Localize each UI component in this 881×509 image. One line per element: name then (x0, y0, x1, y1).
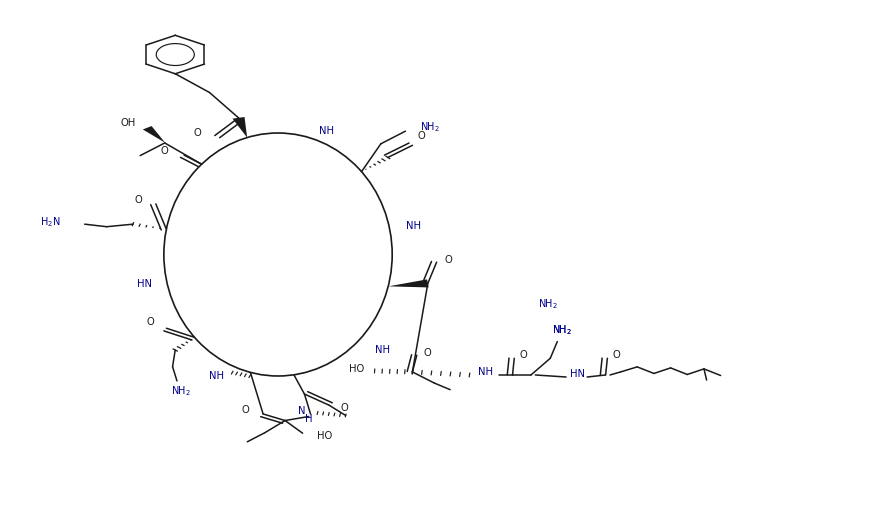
Text: HO: HO (350, 364, 365, 374)
Text: O: O (193, 128, 201, 138)
Text: NH$_2$: NH$_2$ (537, 297, 558, 310)
Text: N: N (298, 406, 306, 416)
Text: O: O (418, 131, 426, 141)
Text: H$_2$N: H$_2$N (40, 215, 60, 229)
Text: O: O (135, 195, 142, 205)
Polygon shape (143, 126, 166, 143)
Text: O: O (341, 403, 349, 413)
Text: NH$_2$: NH$_2$ (552, 324, 572, 337)
Text: O: O (161, 146, 168, 156)
Text: OH: OH (120, 118, 136, 128)
Text: H: H (305, 414, 313, 424)
Text: O: O (424, 348, 431, 358)
Polygon shape (389, 279, 428, 288)
Polygon shape (233, 117, 248, 137)
Text: NH$_2$: NH$_2$ (420, 120, 440, 134)
Text: NH: NH (478, 367, 492, 378)
Text: HN: HN (137, 279, 152, 289)
Text: O: O (241, 405, 249, 415)
Text: O: O (519, 350, 527, 360)
Text: NH: NH (406, 220, 421, 231)
Text: O: O (444, 254, 452, 265)
Text: NH: NH (374, 345, 389, 355)
Text: NH$_2$: NH$_2$ (172, 384, 191, 398)
Text: O: O (612, 350, 620, 360)
Text: NH: NH (319, 126, 334, 135)
Text: HN: HN (570, 370, 585, 380)
Text: NH: NH (209, 371, 224, 381)
Text: O: O (147, 317, 154, 327)
Text: HO: HO (317, 431, 332, 441)
Text: NH$_2$: NH$_2$ (552, 324, 572, 337)
